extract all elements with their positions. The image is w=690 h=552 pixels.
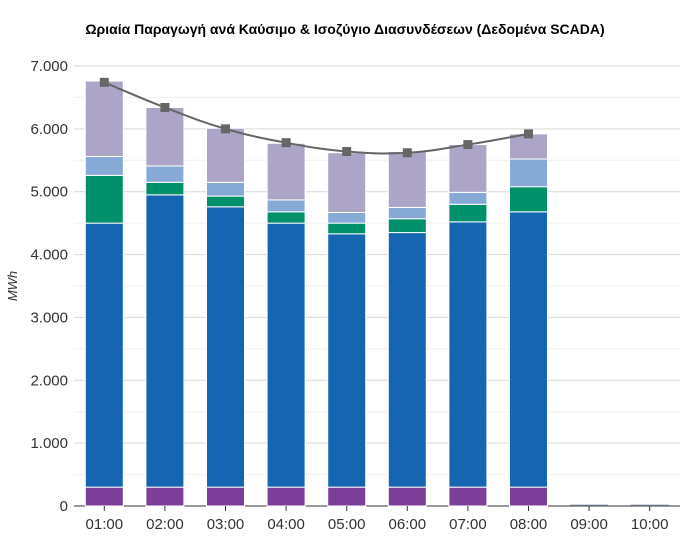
bar-segment[interactable] [266,222,306,488]
line-marker[interactable] [221,124,230,134]
y-tick-label: 3.000 [30,309,68,326]
y-tick-label: 1.000 [30,435,68,452]
bar-segment[interactable] [84,174,124,224]
bar-segment[interactable] [509,158,548,188]
y-axis-title: MWh [5,271,20,301]
bar-segment[interactable] [84,486,124,507]
x-tick-label: 08:00 [510,516,548,533]
x-tick-label: 07:00 [449,516,487,533]
bar-segment[interactable] [145,165,185,183]
bar-segment[interactable] [327,233,367,488]
chart-title: Ωριαία Παραγωγή ανά Καύσιμο & Ισοζύγιο Δ… [85,21,605,37]
bar-segment[interactable] [266,486,306,507]
y-tick-label: 4.000 [30,247,68,264]
bar-segment[interactable] [327,211,367,224]
bar-segment[interactable] [327,486,367,507]
bar-segment[interactable] [145,194,185,488]
bar-segment[interactable] [84,222,124,488]
bar-segment[interactable] [266,211,306,224]
bar-segment[interactable] [387,150,427,208]
x-tick-label: 03:00 [207,516,245,533]
bar-segment[interactable] [448,221,488,488]
x-tick-label: 02:00 [146,516,184,533]
bar-segment[interactable] [145,486,185,507]
bar-segment[interactable] [84,156,124,176]
bar-segment[interactable] [206,195,245,208]
x-tick-label: 01:00 [86,516,124,533]
bar-segment[interactable] [206,127,245,183]
bar-segment[interactable] [266,199,306,213]
bar-segment[interactable] [206,206,245,488]
bar-segment[interactable] [327,152,367,213]
line-marker[interactable] [281,138,291,148]
bar-segment[interactable] [327,222,367,235]
y-tick-label: 6.000 [30,121,68,138]
bar-segment[interactable] [387,232,427,488]
line-marker[interactable] [524,129,533,139]
x-tick-label: 05:00 [328,516,366,533]
bar-segment[interactable] [509,211,548,488]
x-tick-label: 10:00 [631,516,669,533]
bar-segment[interactable] [266,142,306,201]
y-tick-label: 2.000 [30,372,68,389]
x-tick-label: 06:00 [389,516,427,533]
bar-segment[interactable] [145,106,185,167]
bar-segment[interactable] [387,218,427,234]
y-tick-label: 0 [60,498,68,515]
bar-segment[interactable] [448,486,488,507]
bar-segment[interactable] [206,486,245,507]
bar-segment[interactable] [387,486,427,507]
bar-segment[interactable] [448,191,488,205]
x-tick-label: 04:00 [267,516,305,533]
bar-segment[interactable] [84,80,124,158]
bar-segment[interactable] [509,486,548,507]
bar-segment[interactable] [509,186,548,213]
bar-segment[interactable] [206,181,245,197]
y-tick-label: 5.000 [30,184,68,201]
bar-segment[interactable] [448,144,488,193]
line-marker[interactable] [402,148,412,158]
x-tick-label: 09:00 [570,516,608,533]
bar-segment[interactable] [145,181,185,196]
y-tick-label: 7.000 [30,58,68,75]
bar-segment[interactable] [448,203,488,223]
line-marker[interactable] [463,140,473,150]
bar-segment[interactable] [387,206,427,220]
line-marker[interactable] [342,146,352,156]
line-marker[interactable] [99,77,109,87]
line-marker[interactable] [160,102,170,112]
